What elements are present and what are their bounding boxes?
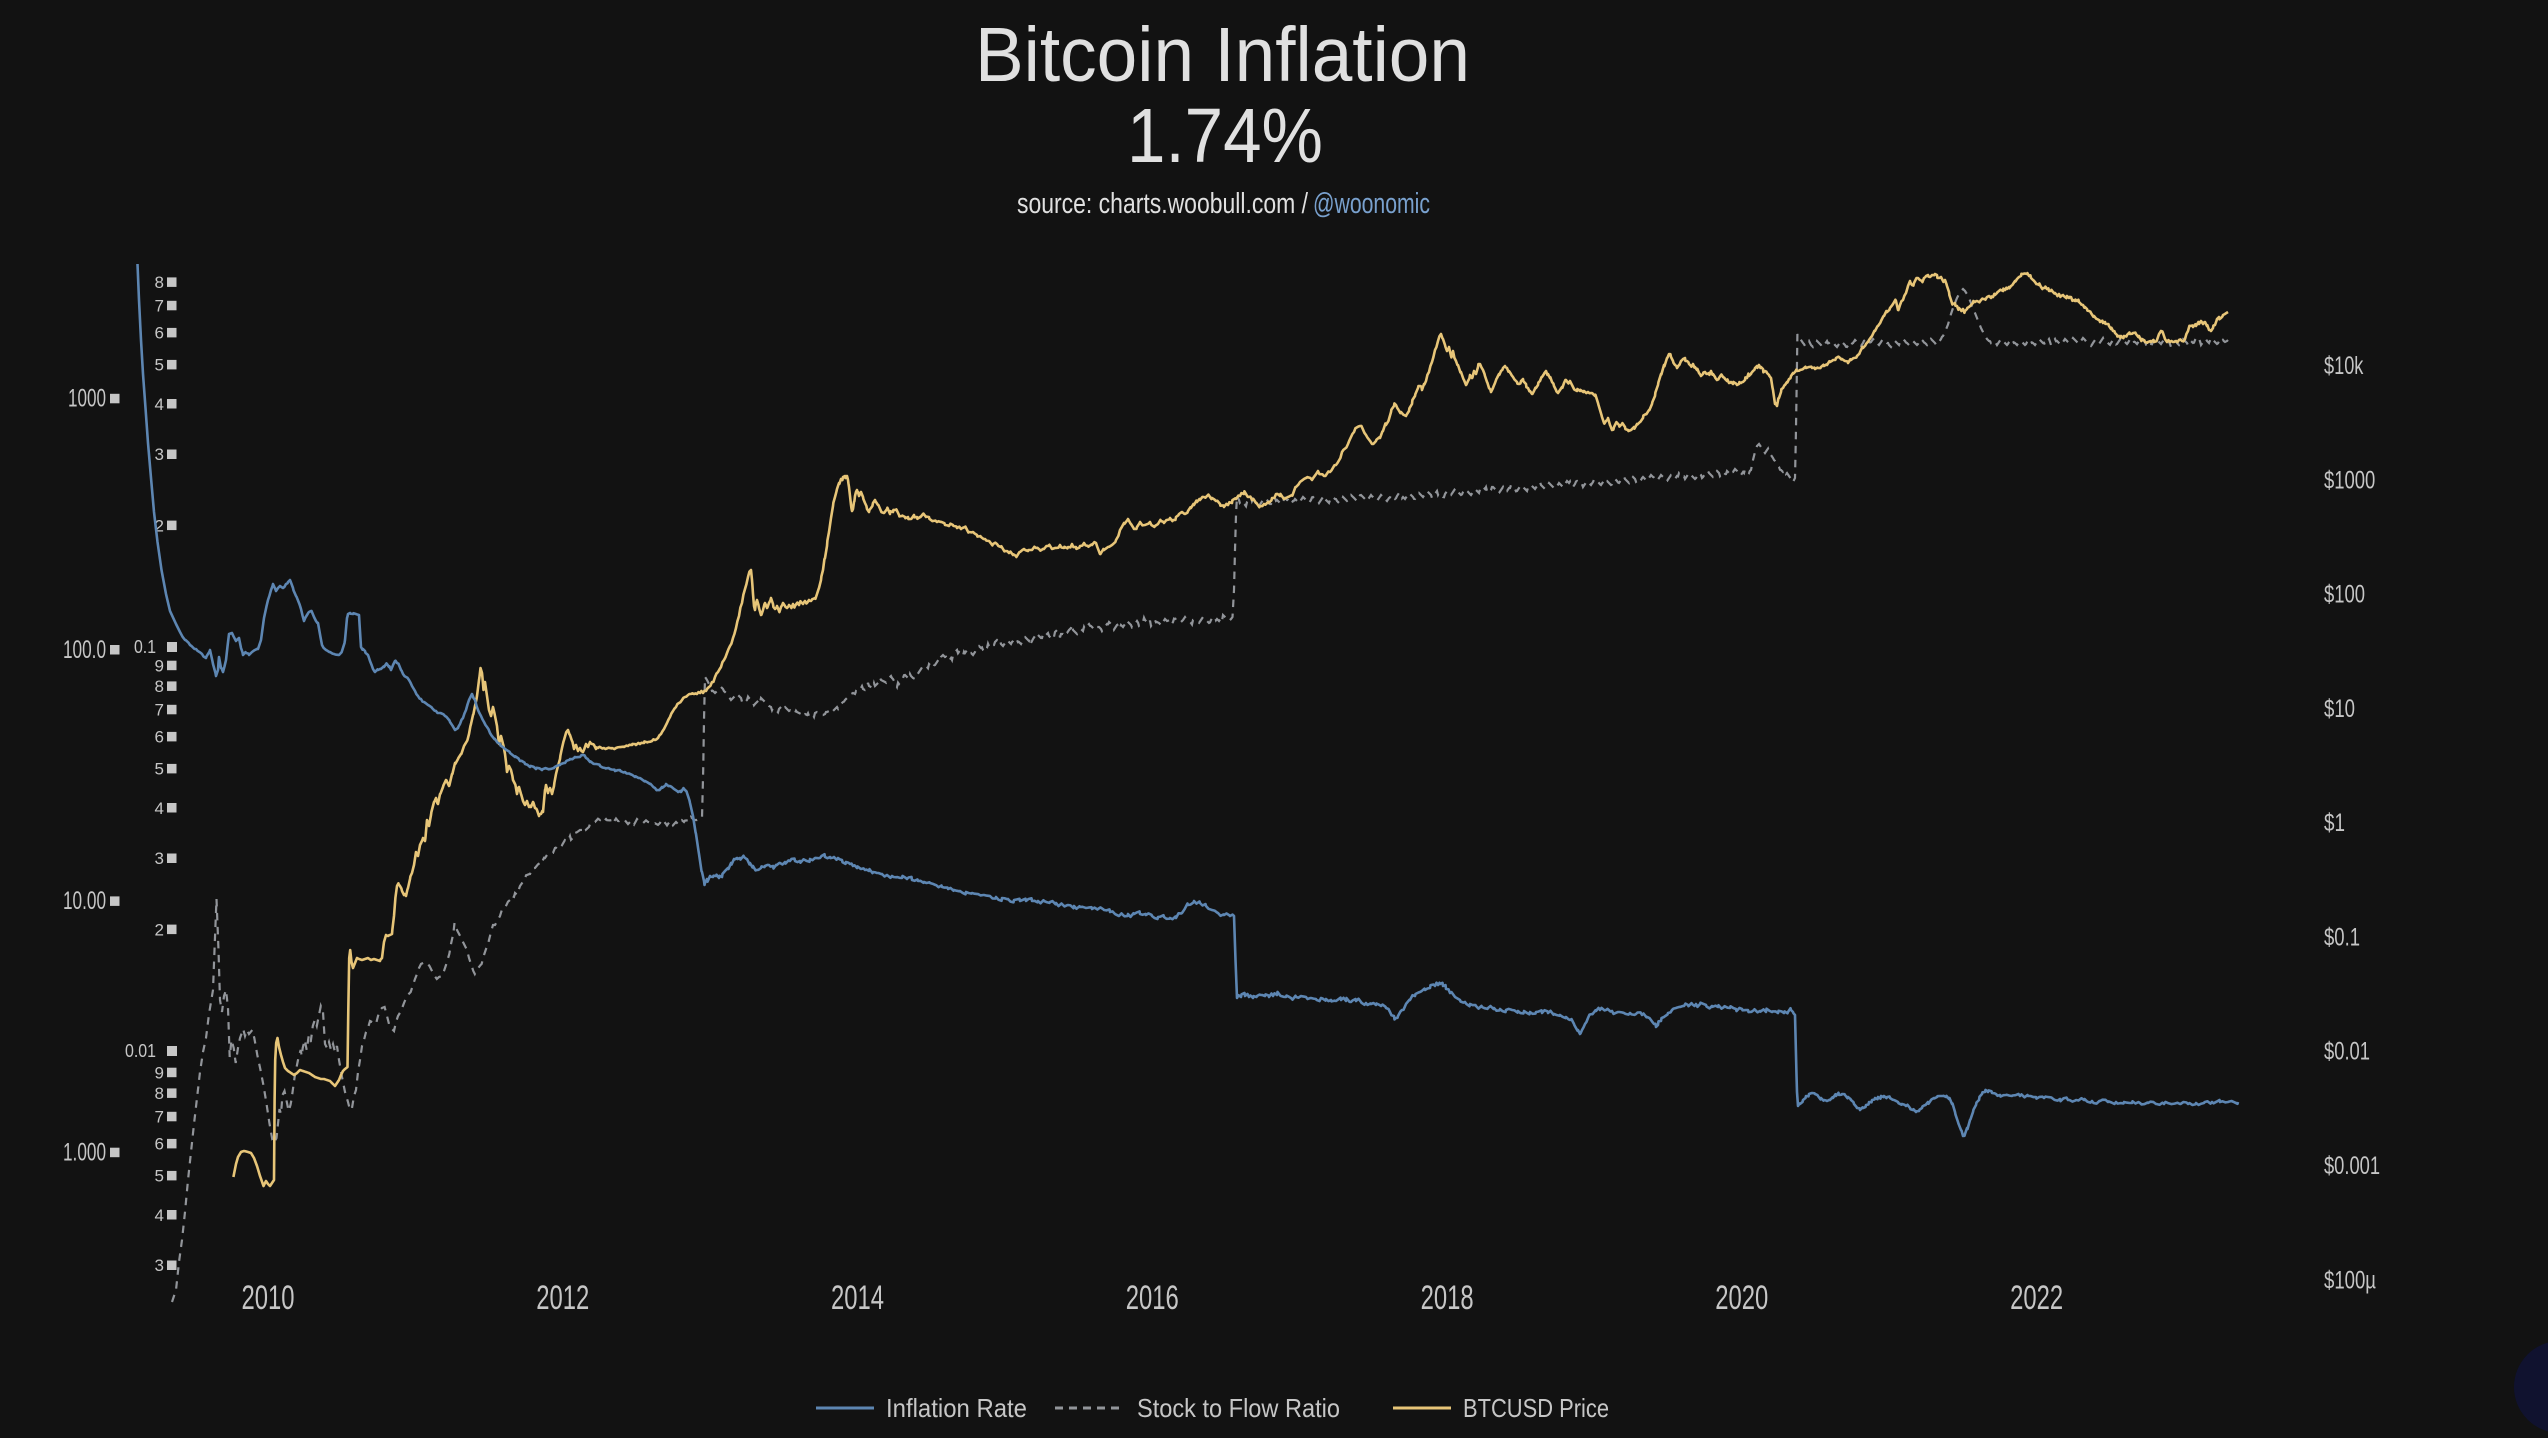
- svg-text:$100: $100: [2324, 581, 2365, 609]
- svg-text:1.000: 1.000: [63, 1138, 106, 1166]
- svg-text:$1: $1: [2324, 809, 2345, 837]
- svg-text:0.1: 0.1: [134, 637, 156, 657]
- svg-text:10.00: 10.00: [63, 887, 106, 915]
- svg-text:2014: 2014: [831, 1279, 884, 1317]
- svg-text:6: 6: [155, 728, 164, 747]
- svg-text:Bitcoin Inflation: Bitcoin Inflation: [975, 12, 1470, 98]
- svg-text:2016: 2016: [1126, 1279, 1179, 1317]
- svg-text:2010: 2010: [242, 1279, 295, 1317]
- svg-text:Stock to Flow Ratio: Stock to Flow Ratio: [1137, 1393, 1340, 1423]
- svg-text:3: 3: [155, 1256, 164, 1275]
- svg-text:2012: 2012: [536, 1279, 589, 1317]
- svg-text:9: 9: [155, 657, 164, 676]
- svg-text:8: 8: [155, 273, 164, 292]
- svg-text:2018: 2018: [1421, 1279, 1474, 1317]
- svg-text:5: 5: [155, 760, 164, 779]
- svg-text:$10k: $10k: [2324, 352, 2364, 380]
- svg-text:7: 7: [155, 297, 164, 316]
- svg-text:$0.001: $0.001: [2324, 1152, 2380, 1180]
- svg-text:$0.01: $0.01: [2324, 1038, 2370, 1066]
- svg-text:4: 4: [155, 395, 164, 414]
- svg-text:8: 8: [155, 677, 164, 696]
- svg-text:1000: 1000: [68, 385, 106, 413]
- svg-text:2: 2: [155, 920, 164, 939]
- svg-text:3: 3: [155, 445, 164, 464]
- svg-text:8: 8: [155, 1084, 164, 1103]
- svg-text:2: 2: [155, 516, 164, 535]
- svg-text:Inflation Rate: Inflation Rate: [886, 1393, 1027, 1423]
- svg-text:0.01: 0.01: [125, 1041, 156, 1061]
- svg-text:4: 4: [155, 799, 164, 818]
- svg-text:6: 6: [155, 1135, 164, 1154]
- svg-text:2020: 2020: [1715, 1279, 1768, 1317]
- svg-text:BTCUSD Price: BTCUSD Price: [1463, 1393, 1609, 1423]
- svg-text:1.74%: 1.74%: [1127, 93, 1323, 179]
- svg-text:@woonomic: @woonomic: [1313, 188, 1430, 220]
- svg-text:2022: 2022: [2010, 1279, 2063, 1317]
- svg-text:7: 7: [155, 1108, 164, 1127]
- svg-text:7: 7: [155, 701, 164, 720]
- svg-text:3: 3: [155, 849, 164, 868]
- svg-text:$100µ: $100µ: [2324, 1266, 2376, 1294]
- svg-text:6: 6: [155, 324, 164, 343]
- svg-text:$0.1: $0.1: [2324, 923, 2360, 951]
- svg-text:source: charts.woobull.com /: source: charts.woobull.com /: [1017, 188, 1309, 220]
- svg-text:5: 5: [155, 1167, 164, 1186]
- svg-text:$10: $10: [2324, 695, 2355, 723]
- svg-text:$1000: $1000: [2324, 466, 2375, 494]
- svg-text:100.0: 100.0: [63, 636, 106, 664]
- svg-text:4: 4: [155, 1206, 164, 1225]
- svg-text:9: 9: [155, 1064, 164, 1083]
- svg-text:5: 5: [155, 356, 164, 375]
